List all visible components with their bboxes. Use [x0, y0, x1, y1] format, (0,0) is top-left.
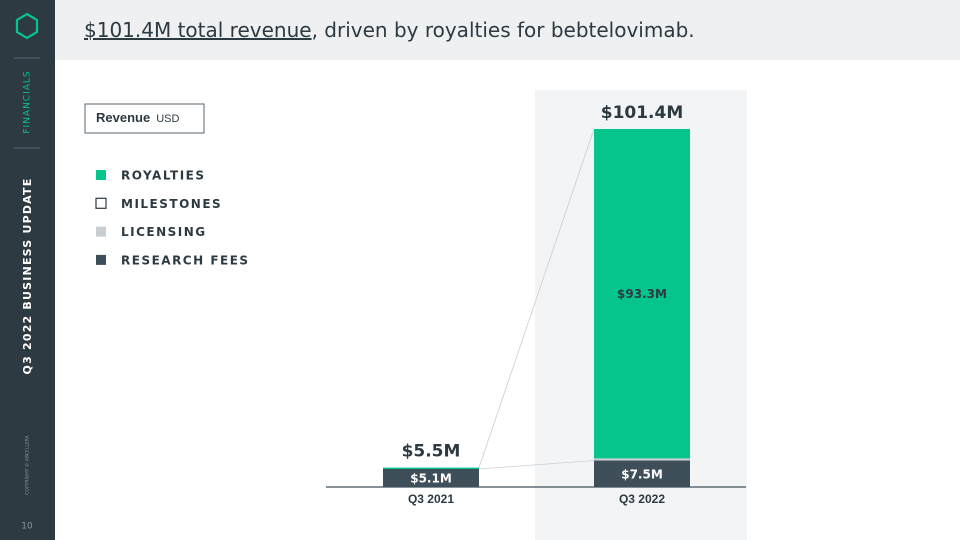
title-highlight: $101.4M total revenue	[84, 18, 312, 42]
legend-swatch	[96, 226, 106, 237]
legend-label: MILESTONES	[121, 197, 222, 211]
section-label: FINANCIALS	[23, 70, 33, 133]
bar-segment	[383, 467, 479, 469]
bar-segment	[594, 458, 690, 461]
bar-segment	[594, 460, 690, 487]
header-band	[55, 0, 960, 60]
legend-label: ROYALTIES	[121, 169, 206, 183]
connector	[478, 128, 595, 468]
value-label: $93.3M	[617, 287, 667, 301]
legend-box-label: Revenue USD	[96, 110, 179, 125]
legend-swatch	[96, 170, 106, 180]
x-tick-label: Q3 2022	[619, 492, 665, 506]
value-label: $5.1M	[410, 471, 452, 485]
bar-segment	[594, 129, 690, 459]
page-number: 10	[21, 522, 33, 532]
title-rest: , driven by royalties for bebtelovimab.	[312, 18, 695, 42]
legend-label: RESEARCH FEES	[121, 253, 250, 267]
connector	[478, 460, 595, 470]
deck-title: Q3 2022 BUSINESS UPDATE	[21, 178, 34, 375]
unit-label: USD	[156, 113, 179, 125]
legend-swatch	[96, 254, 106, 265]
legend-swatch	[95, 197, 107, 209]
value-label: $7.5M	[621, 467, 663, 481]
legend-label: LICENSING	[121, 225, 207, 239]
revenue-label: Revenue	[96, 110, 150, 125]
logo	[15, 12, 39, 40]
copyright: COPYRIGHT © ABCELLERA	[24, 434, 31, 494]
legend-box	[84, 103, 205, 134]
x-tick-label: Q3 2021	[408, 492, 454, 506]
slide-title: $101.4M total revenue, driven by royalti…	[84, 18, 695, 42]
sidebar	[0, 0, 55, 540]
bar-segment	[383, 468, 479, 487]
total-label: $101.4M	[601, 103, 684, 123]
total-label: $5.5M	[402, 442, 461, 462]
